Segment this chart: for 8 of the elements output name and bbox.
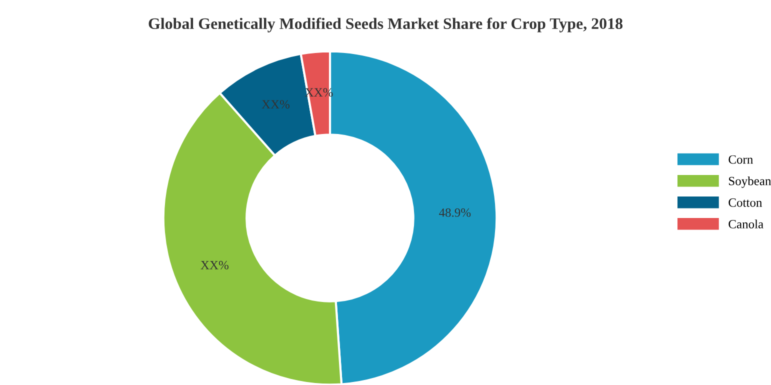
data-label: XX% [200,260,228,270]
legend-label: Soybean [729,176,771,188]
data-label: 48.9% [439,208,471,217]
data-label: XX% [262,100,290,109]
legend-label: Corn [728,155,753,164]
legend-label: Cotton [728,198,762,207]
chart-title: Global Genetically Modified Seeds Market Share for Crop Type, 2018 [148,18,622,32]
legend-label: Canola [728,220,764,228]
